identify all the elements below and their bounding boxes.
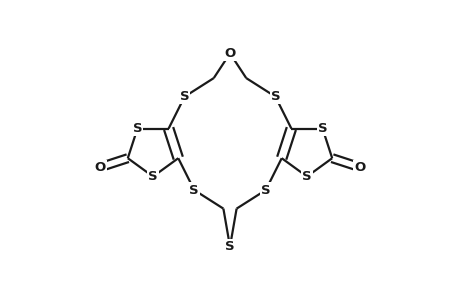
Text: S: S — [225, 240, 234, 253]
Text: S: S — [148, 170, 157, 183]
Text: S: S — [189, 184, 199, 196]
Text: S: S — [260, 184, 270, 196]
Text: O: O — [94, 161, 106, 174]
Text: O: O — [353, 161, 365, 174]
Text: S: S — [179, 90, 189, 103]
Text: O: O — [224, 47, 235, 60]
Text: S: S — [302, 170, 311, 183]
Text: S: S — [317, 122, 327, 135]
Text: S: S — [132, 122, 142, 135]
Text: S: S — [270, 90, 280, 103]
